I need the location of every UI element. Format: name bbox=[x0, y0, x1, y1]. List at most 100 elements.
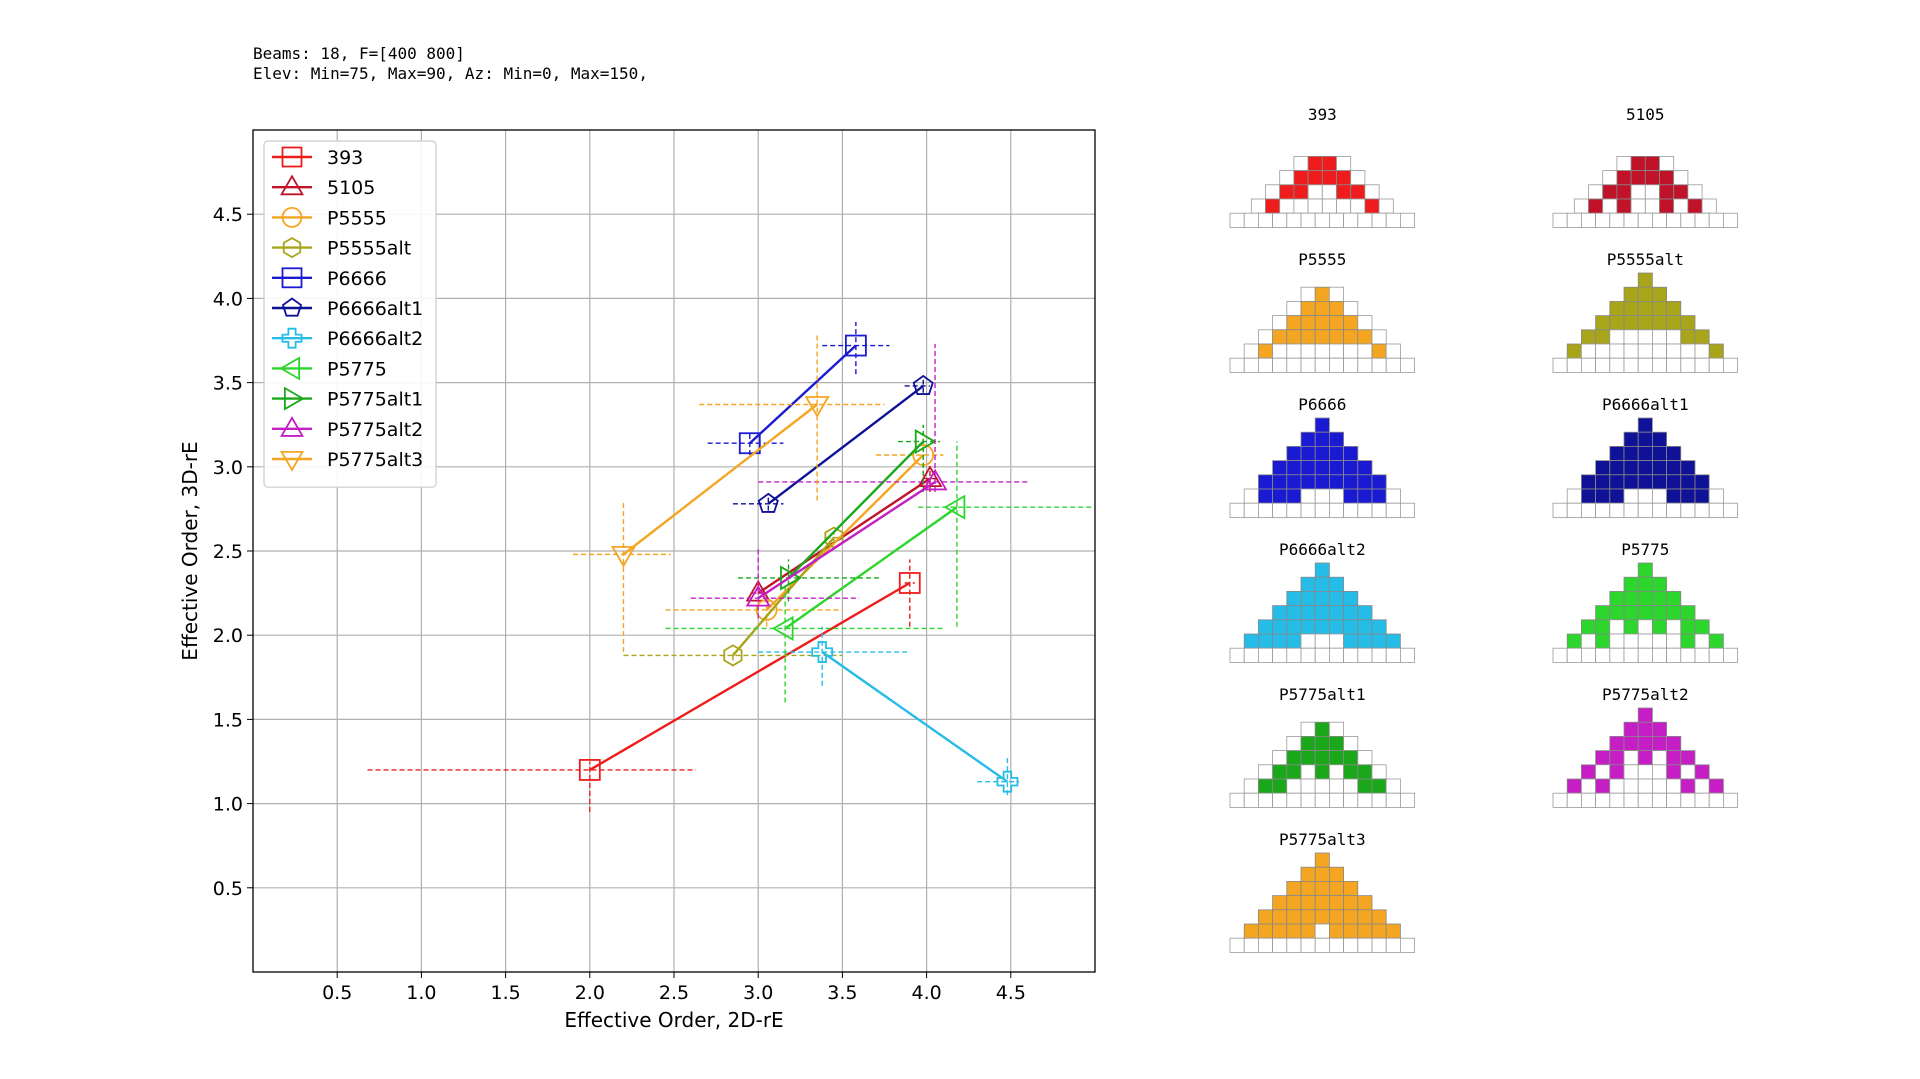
pattern-cell-active bbox=[1602, 184, 1618, 200]
pattern-cell-empty bbox=[1652, 488, 1668, 504]
data-point bbox=[771, 615, 794, 642]
pattern-cell-active bbox=[1581, 329, 1597, 345]
pattern-cell-active bbox=[1623, 591, 1639, 607]
pattern-cell-active bbox=[1357, 923, 1373, 939]
pattern-title: P6666 bbox=[1298, 395, 1346, 414]
data-series bbox=[367, 321, 1092, 813]
header-line-1: Beams: 18, F=[400 800] bbox=[253, 44, 465, 63]
pattern-cell-base bbox=[1243, 502, 1259, 518]
pattern-cell-empty bbox=[1329, 764, 1345, 780]
pattern-cell-active bbox=[1623, 619, 1639, 635]
pattern-cell-base bbox=[1286, 357, 1302, 373]
pattern-cell-empty bbox=[1666, 778, 1682, 794]
data-point bbox=[804, 396, 830, 418]
pattern-cell-active bbox=[1314, 417, 1330, 433]
pattern-cell-base bbox=[1694, 502, 1710, 518]
pattern-cell-empty bbox=[1300, 343, 1316, 359]
pattern-cell-empty bbox=[1630, 184, 1646, 200]
pattern-cell-active bbox=[1609, 764, 1625, 780]
pattern-cell-active bbox=[1609, 460, 1625, 476]
pattern-cell-empty bbox=[1314, 488, 1330, 504]
pattern-cell-empty bbox=[1588, 184, 1604, 200]
pattern-cell-active bbox=[1652, 721, 1668, 737]
pattern-cell-active bbox=[1343, 605, 1359, 621]
pattern-cell-empty bbox=[1581, 343, 1597, 359]
pattern-cell-active bbox=[1300, 445, 1316, 461]
y-tick-label: 1.5 bbox=[213, 709, 243, 731]
legend: 393 5105 P5555 P5555alt P6666 P6666alt1 P6666a… bbox=[263, 140, 437, 488]
pattern-cell-base bbox=[1343, 937, 1359, 953]
pattern-cell-active bbox=[1314, 881, 1330, 897]
pattern-cell-base bbox=[1609, 212, 1625, 228]
pattern-cell-active bbox=[1623, 736, 1639, 752]
legend-label: P5775alt1 bbox=[327, 389, 423, 411]
legend-label: 393 bbox=[327, 147, 363, 169]
pattern-cell-active bbox=[1343, 460, 1359, 476]
pattern-cell-empty bbox=[1581, 633, 1597, 649]
pattern-cell-base bbox=[1371, 357, 1387, 373]
x-tick-label: 4.0 bbox=[911, 982, 941, 1004]
series-line bbox=[767, 385, 924, 505]
pattern-cell-base bbox=[1357, 792, 1373, 808]
legend-label: P5775alt3 bbox=[327, 449, 423, 471]
pattern-cell-base bbox=[1680, 212, 1696, 228]
pattern-cell-base bbox=[1623, 212, 1639, 228]
data-point bbox=[898, 572, 921, 594]
legend-label: P5775alt2 bbox=[327, 419, 423, 441]
pattern-cell-active bbox=[1708, 343, 1724, 359]
pattern-cell-base bbox=[1258, 792, 1274, 808]
pattern-cell-base bbox=[1708, 502, 1724, 518]
pattern-cell-empty bbox=[1329, 721, 1345, 737]
pattern-cell-base bbox=[1300, 792, 1316, 808]
pattern-cell-empty bbox=[1623, 750, 1639, 766]
pattern-cell-active bbox=[1652, 431, 1668, 447]
legend-entry: P5775alt2 bbox=[272, 416, 423, 441]
pattern-cell-active bbox=[1371, 778, 1387, 794]
pattern-cell-active bbox=[1329, 460, 1345, 476]
pattern-cell-active bbox=[1357, 460, 1373, 476]
pattern-cell-active bbox=[1286, 329, 1302, 345]
pattern-cell-base bbox=[1623, 502, 1639, 518]
pattern-cell-base bbox=[1243, 937, 1259, 953]
grid bbox=[253, 130, 1095, 972]
pattern-cell-active bbox=[1637, 750, 1653, 766]
pattern-cell-active bbox=[1357, 778, 1373, 794]
pattern-cell-empty bbox=[1623, 343, 1639, 359]
pattern-cell-base bbox=[1329, 792, 1345, 808]
pattern-cell-active bbox=[1694, 488, 1710, 504]
pattern-cell-base bbox=[1229, 792, 1245, 808]
pattern-cell-active bbox=[1644, 170, 1660, 186]
pattern-cell-active bbox=[1623, 576, 1639, 592]
pattern-cell-active bbox=[1595, 474, 1611, 490]
pattern-cell-base bbox=[1581, 357, 1597, 373]
pattern-cell-base bbox=[1385, 357, 1401, 373]
legend-marker bbox=[279, 416, 305, 437]
pattern-cell-active bbox=[1286, 750, 1302, 766]
pattern-cell-active bbox=[1652, 286, 1668, 302]
pattern-cell-active bbox=[1300, 591, 1316, 607]
pattern-cell-base bbox=[1595, 792, 1611, 808]
pattern-cell-active bbox=[1314, 605, 1330, 621]
pattern-cell-active bbox=[1595, 605, 1611, 621]
pattern-cell-active bbox=[1272, 633, 1288, 649]
series-P6666alt1 bbox=[732, 374, 934, 513]
pattern-cell-base bbox=[1385, 212, 1401, 228]
pattern-cell-empty bbox=[1350, 170, 1366, 186]
y-tick-label: 2.5 bbox=[213, 541, 243, 563]
pattern-cell-active bbox=[1637, 736, 1653, 752]
pattern-cell-empty bbox=[1623, 778, 1639, 794]
pattern-cell-base bbox=[1652, 212, 1668, 228]
pattern-cell-active bbox=[1357, 474, 1373, 490]
legend-label: P6666 bbox=[327, 268, 387, 290]
data-point bbox=[738, 432, 761, 455]
pattern-cell-active bbox=[1357, 329, 1373, 345]
x-tick-label: 4.5 bbox=[996, 982, 1026, 1004]
pattern-cell-active bbox=[1300, 315, 1316, 331]
pattern-cell-active bbox=[1666, 591, 1682, 607]
pattern-cell-base bbox=[1723, 357, 1739, 373]
pattern-cell-active bbox=[1652, 460, 1668, 476]
pattern-cell-base bbox=[1666, 792, 1682, 808]
header-text: Beams: 18, F=[400 800] Elev: Min=75, Max… bbox=[253, 44, 648, 83]
pattern-cell-active bbox=[1666, 488, 1682, 504]
pattern-cell-empty bbox=[1623, 488, 1639, 504]
